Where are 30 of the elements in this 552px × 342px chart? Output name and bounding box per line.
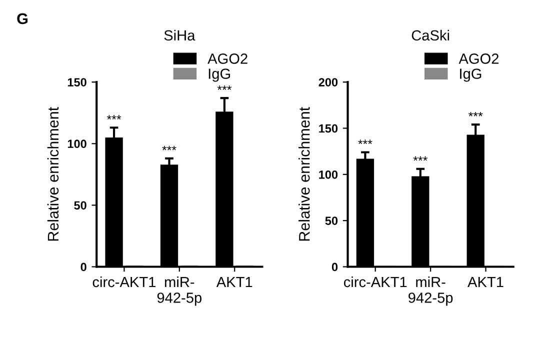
- y-tick-label: 100: [319, 170, 338, 179]
- legend-label: AGO2: [208, 54, 248, 64]
- y-tick-label: 50: [325, 216, 338, 225]
- y-tick-label: 200: [318, 78, 338, 86]
- y-tick-label: 150: [68, 78, 86, 86]
- y-tick-label: 0: [332, 262, 338, 272]
- x-tick-label: circ-AKT1: [92, 276, 156, 288]
- legend-label: IgG: [460, 68, 482, 82]
- annotation: ***: [358, 140, 372, 144]
- x-tick-label: AKT1: [468, 277, 504, 288]
- y-tick-label: 50: [74, 201, 86, 210]
- y-tick-label: 0: [80, 262, 86, 272]
- annotation: ***: [217, 86, 232, 90]
- x-tick-label: miR- 942-5p: [408, 276, 453, 306]
- y-tick-label: 150: [319, 124, 338, 133]
- chart-title: SiHa: [164, 30, 196, 41]
- y-tick-label: 100: [68, 140, 86, 148]
- annotation: ***: [162, 146, 176, 150]
- legend-label: AGO2: [458, 54, 499, 64]
- x-tick-label: miR- 942-5p: [157, 276, 202, 306]
- y-axis-title: Relative enrichment: [298, 107, 310, 241]
- y-axis-title: Relative enrichment: [47, 107, 59, 241]
- legend-label: IgG: [208, 68, 230, 82]
- text: G: [17, 13, 28, 24]
- x-tick-label: AKT1: [216, 277, 252, 288]
- annotation: ***: [106, 115, 122, 120]
- chart-title: CaSki: [412, 30, 450, 41]
- annotation: ***: [468, 112, 483, 116]
- annotation: ***: [413, 156, 428, 161]
- x-tick-label: circ-AKT1: [344, 276, 407, 288]
